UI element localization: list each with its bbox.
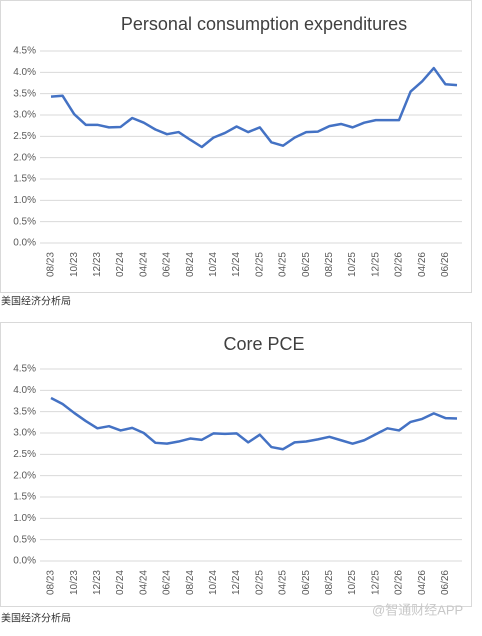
- x-tick-label: 10/24: [208, 570, 219, 595]
- y-tick-label: 1.0%: [13, 513, 36, 524]
- x-tick-label: 08/25: [324, 252, 335, 277]
- x-tick-label: 12/23: [92, 570, 103, 595]
- chart-frame: [0, 322, 472, 607]
- y-tick-label: 0.5%: [13, 534, 36, 545]
- x-tick-label: 06/25: [301, 252, 312, 277]
- x-tick-label: 02/26: [394, 252, 405, 277]
- source-note: 美国经济分析局: [1, 612, 71, 625]
- x-tick-label: 04/25: [278, 252, 289, 277]
- x-tick-label: 06/24: [162, 252, 173, 277]
- x-tick-label: 04/25: [278, 570, 289, 595]
- x-tick-label: 02/25: [254, 570, 265, 595]
- x-tick-label: 02/25: [254, 252, 265, 277]
- y-tick-label: 2.0%: [13, 470, 36, 481]
- y-tick-label: 1.0%: [13, 195, 36, 206]
- y-tick-label: 3.5%: [13, 406, 36, 417]
- x-tick-label: 10/23: [69, 252, 80, 277]
- x-tick-label: 12/24: [231, 252, 242, 277]
- x-tick-label: 10/25: [347, 570, 358, 595]
- x-tick-label: 12/25: [370, 252, 381, 277]
- x-tick-label: 06/25: [301, 570, 312, 595]
- x-tick-label: 12/23: [92, 252, 103, 277]
- y-tick-label: 3.0%: [13, 110, 36, 121]
- x-tick-label: 12/24: [231, 570, 242, 595]
- x-tick-label: 02/24: [115, 252, 126, 277]
- x-tick-label: 04/24: [138, 252, 149, 277]
- x-tick-label: 08/25: [324, 570, 335, 595]
- chart-frame: [0, 0, 472, 293]
- y-tick-label: 2.5%: [13, 131, 36, 142]
- y-tick-label: 3.0%: [13, 428, 36, 439]
- x-tick-label: 10/23: [69, 570, 80, 595]
- y-tick-label: 1.5%: [13, 492, 36, 503]
- x-tick-label: 02/24: [115, 570, 126, 595]
- x-tick-label: 04/26: [417, 252, 428, 277]
- chart-title: Core PCE: [223, 334, 304, 354]
- x-tick-label: 08/24: [185, 252, 196, 277]
- x-tick-label: 08/24: [185, 570, 196, 595]
- y-tick-label: 0.5%: [13, 216, 36, 227]
- x-tick-label: 08/23: [46, 570, 57, 595]
- y-tick-label: 2.5%: [13, 449, 36, 460]
- data-line: [50, 396, 458, 451]
- y-tick-label: 4.0%: [13, 385, 36, 396]
- y-tick-label: 2.0%: [13, 152, 36, 163]
- y-tick-label: 3.5%: [13, 88, 36, 99]
- x-tick-label: 06/26: [440, 252, 451, 277]
- y-tick-label: 4.5%: [13, 46, 36, 57]
- watermark: @智通财经APP: [372, 602, 463, 617]
- x-tick-label: 06/26: [440, 570, 451, 595]
- x-tick-label: 04/26: [417, 570, 428, 595]
- y-tick-label: 4.5%: [13, 364, 36, 375]
- x-tick-label: 10/24: [208, 252, 219, 277]
- x-tick-label: 10/25: [347, 252, 358, 277]
- source-note: 美国经济分析局: [1, 295, 71, 308]
- x-tick-label: 02/26: [394, 570, 405, 595]
- y-tick-label: 4.0%: [13, 67, 36, 78]
- x-tick-label: 08/23: [46, 252, 57, 277]
- y-tick-label: 1.5%: [13, 174, 36, 185]
- y-tick-label: 0.0%: [13, 556, 36, 567]
- x-tick-label: 04/24: [138, 570, 149, 595]
- x-tick-label: 06/24: [162, 570, 173, 595]
- x-tick-label: 12/25: [370, 570, 381, 595]
- chart-title: Personal consumption expenditures: [121, 14, 407, 34]
- y-tick-label: 0.0%: [13, 238, 36, 249]
- data-line: [50, 66, 458, 149]
